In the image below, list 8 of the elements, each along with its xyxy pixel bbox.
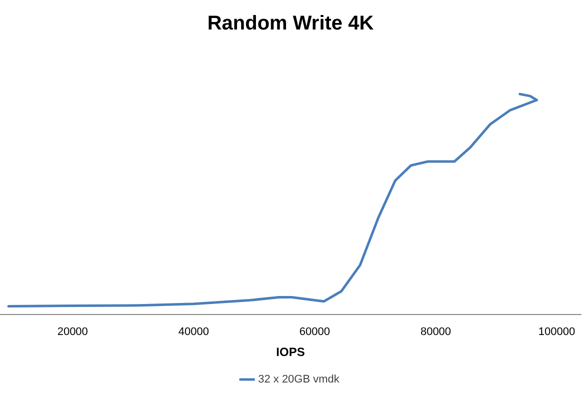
chart-title: Random Write 4K bbox=[207, 12, 374, 35]
x-tick-label: 60000 bbox=[299, 326, 330, 338]
x-tick-label: 20000 bbox=[57, 326, 88, 338]
x-tick-label: 40000 bbox=[178, 326, 209, 338]
legend-label: 32 x 20GB vmdk bbox=[258, 374, 340, 386]
x-axis-title: IOPS bbox=[276, 345, 305, 360]
x-tick-label: 80000 bbox=[420, 326, 452, 338]
x-tick-label: 100000 bbox=[538, 326, 576, 338]
